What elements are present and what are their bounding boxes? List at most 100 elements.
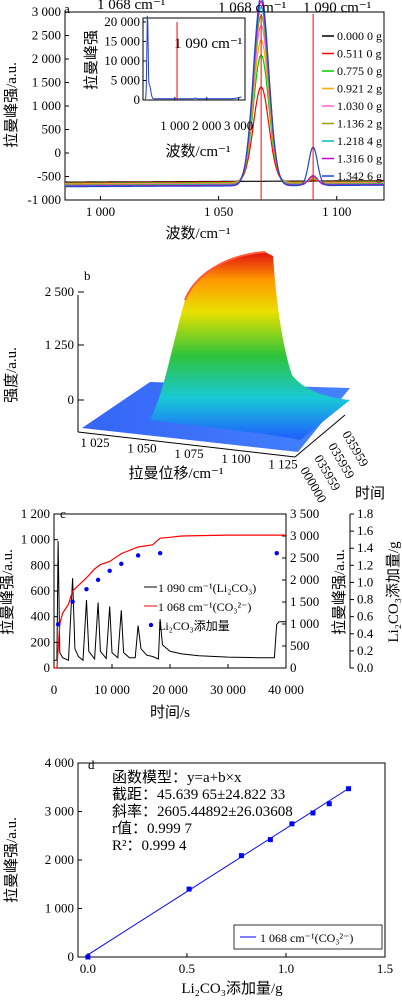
panel-c-ytick-right1-label: 2 500 [290, 550, 319, 565]
panel-a-ylabel: 拉曼峰强/a.u. [3, 62, 20, 148]
panel-b-ylabel: 强度/a.u. [3, 347, 20, 403]
panel-c-ylabel-right2: Li₂CO₃添加量/g [385, 541, 402, 643]
panel-c-ylabel-right1: 拉曼峰强/a.u. [331, 549, 348, 635]
dose-point [70, 599, 75, 604]
panel-c-ytick-right2-label: 1.4 [357, 540, 374, 555]
legend-label: 1.030 0 g [337, 99, 382, 113]
panel-a-ytick-label: 2 000 [32, 51, 61, 66]
panel-d-ylabel: 拉曼峰强/a.u. [3, 817, 20, 903]
panel-c-xlabel: 时间/s [150, 704, 190, 721]
panel-b-letter: b [84, 268, 91, 283]
inset-xtick-label: 3 000 [224, 118, 253, 133]
panel-c-ytick-right2-label: 1.2 [357, 557, 373, 572]
panel-a-ytick-label: -500 [37, 169, 61, 184]
panel-d-xtick-label: 1.5 [377, 961, 393, 976]
panel-c-ytick-right2-label: 0.0 [357, 660, 373, 675]
inset-annotation-1068: 1 068 cm⁻¹ [97, 0, 165, 13]
panel-a-ytick-label: 0 [55, 145, 62, 160]
panel-c-ytick-right1-label: 3 000 [290, 528, 319, 543]
panel-c-ytick-right2-label: 1.8 [357, 506, 373, 521]
surface-crest [184, 251, 266, 301]
dose-point [95, 577, 101, 583]
panel-c-ytick-left-label: 600 [31, 583, 51, 598]
fit-intercept: 截距：45.639 65±24.822 33 [112, 786, 285, 803]
panel-d-ytick-label: 2 000 [45, 852, 74, 867]
panel-c-ytick-left-label: 800 [31, 557, 51, 572]
fit-slope: 斜率：2605.44892±26.03608 [112, 803, 293, 820]
inset-xlabel: 波数/cm⁻¹ [166, 143, 231, 160]
panel-a-letter: a [64, 1, 70, 16]
data-point [346, 786, 352, 792]
spectrum-line [64, 0, 384, 188]
legend-dose-label: Li₂CO₃添加量 [158, 619, 230, 633]
fit-line [87, 787, 350, 956]
panel-c-ytick-right1-label: 0 [290, 660, 297, 675]
data-point [310, 810, 316, 816]
fit-r2: R²：0.999 4 [112, 838, 187, 854]
inset-frame [142, 17, 246, 101]
dose-point [107, 568, 112, 574]
panel-c-xtick-label: 10 000 [94, 682, 130, 697]
fit-r: r值：0.999 7 [112, 820, 192, 837]
panel-b-xtick-label: 1 100 [221, 451, 250, 466]
panel-c-ytick-right2-label: 0.8 [357, 592, 373, 607]
legend-label: 1.342 6 g [337, 169, 382, 183]
inset-ylabel: 拉曼峰强 [83, 30, 100, 90]
panel-d-ytick-label: 3 000 [45, 804, 74, 819]
panel-c-legend: 1 090 cm⁻¹(Li₂CO₃) 1 068 cm⁻¹(CO₃²⁻) Li₂… [144, 581, 256, 633]
panel-a-ytick-label: 1 500 [32, 75, 61, 90]
panel-b-ztick-label: 2 500 [45, 284, 74, 299]
panel-c-ytick-right1-label: 500 [290, 638, 310, 653]
panel-c-xtick-label: 30 000 [210, 682, 246, 697]
panel-b-xtick-label: 1 075 [174, 446, 203, 461]
panel-d-xtick-label: 0.0 [80, 961, 96, 976]
fit-model: 函数模型：y=a+b×x [112, 769, 242, 786]
panel-c-xtick-label: 20 000 [152, 682, 188, 697]
panel-b-xlabel: 拉曼位移/cm⁻¹ [129, 465, 224, 482]
legend-1068-label: 1 068 cm⁻¹(CO₃²⁻) [158, 600, 251, 614]
panel-a-xlabel: 波数/cm⁻¹ [166, 225, 231, 242]
dose-point [55, 622, 61, 627]
dose-point [84, 587, 89, 592]
panel-c-ytick-right2-label: 0.4 [357, 626, 374, 641]
surface-ridge [150, 252, 350, 440]
dose-point [119, 561, 124, 566]
panel-d-letter: d [88, 757, 95, 772]
panel-d-legend-box [233, 924, 383, 950]
inset-xtick-label: 1 000 [160, 118, 189, 133]
panel-c-ytick-right1-label: 2 000 [290, 572, 319, 587]
panel-d-xlabel: Li₂CO₃添加量/g [181, 980, 283, 997]
dose-point [135, 553, 141, 558]
panel-b-xtick-label: 1 050 [127, 440, 156, 455]
panel-c-ytick-left-label: 400 [31, 609, 51, 624]
legend-label: 1.218 4 g [337, 134, 382, 148]
panel-d-xtick-label: 1.0 [278, 961, 294, 976]
panel-b-xtick-label: 1 125 [268, 457, 297, 472]
panel-c-ytick-left-label: 200 [31, 634, 51, 649]
inset-ytick-label: 15 000 [104, 33, 140, 48]
panel-c-ytick-left-label: 1 200 [21, 506, 50, 521]
panel-c-ytick-right2-label: 0.6 [357, 609, 374, 624]
panel-c-ytick-left-label: 0 [44, 660, 51, 675]
inset-ytick-label: 20 000 [104, 14, 140, 29]
legend-label: 0.775 0 g [337, 64, 382, 78]
panel-a-ytick-label: 2 500 [32, 28, 61, 43]
panel-c-ytick-right1-label: 3 500 [290, 506, 319, 521]
panel-c-ytick-right2-label: 1.6 [357, 523, 374, 538]
inset-ytick-label: 10 000 [104, 53, 140, 68]
dose-point [157, 550, 163, 556]
panel-a-xtick-label: 1 100 [322, 204, 351, 219]
data-point [267, 837, 273, 843]
panel-d-ytick-label: 1 000 [45, 901, 74, 916]
panel-c-ylabel-left: 拉曼峰强/a.u. [0, 549, 16, 635]
panel-c-ytick-right2-label: 0.2 [357, 643, 373, 658]
inset-ytick-label: 0 [134, 92, 141, 107]
legend-1090-label: 1 090 cm⁻¹(Li₂CO₃) [158, 581, 256, 595]
panel-c-ytick-left-label: 1 000 [21, 532, 50, 547]
panel-a-inset: 0 5 000 10 000 15 000 20 000 1 000 2 000 3 000… [83, 0, 253, 160]
panel-b-zlabel: 时间 [355, 485, 385, 502]
panel-d-xtick-label: 0.5 [179, 961, 195, 976]
